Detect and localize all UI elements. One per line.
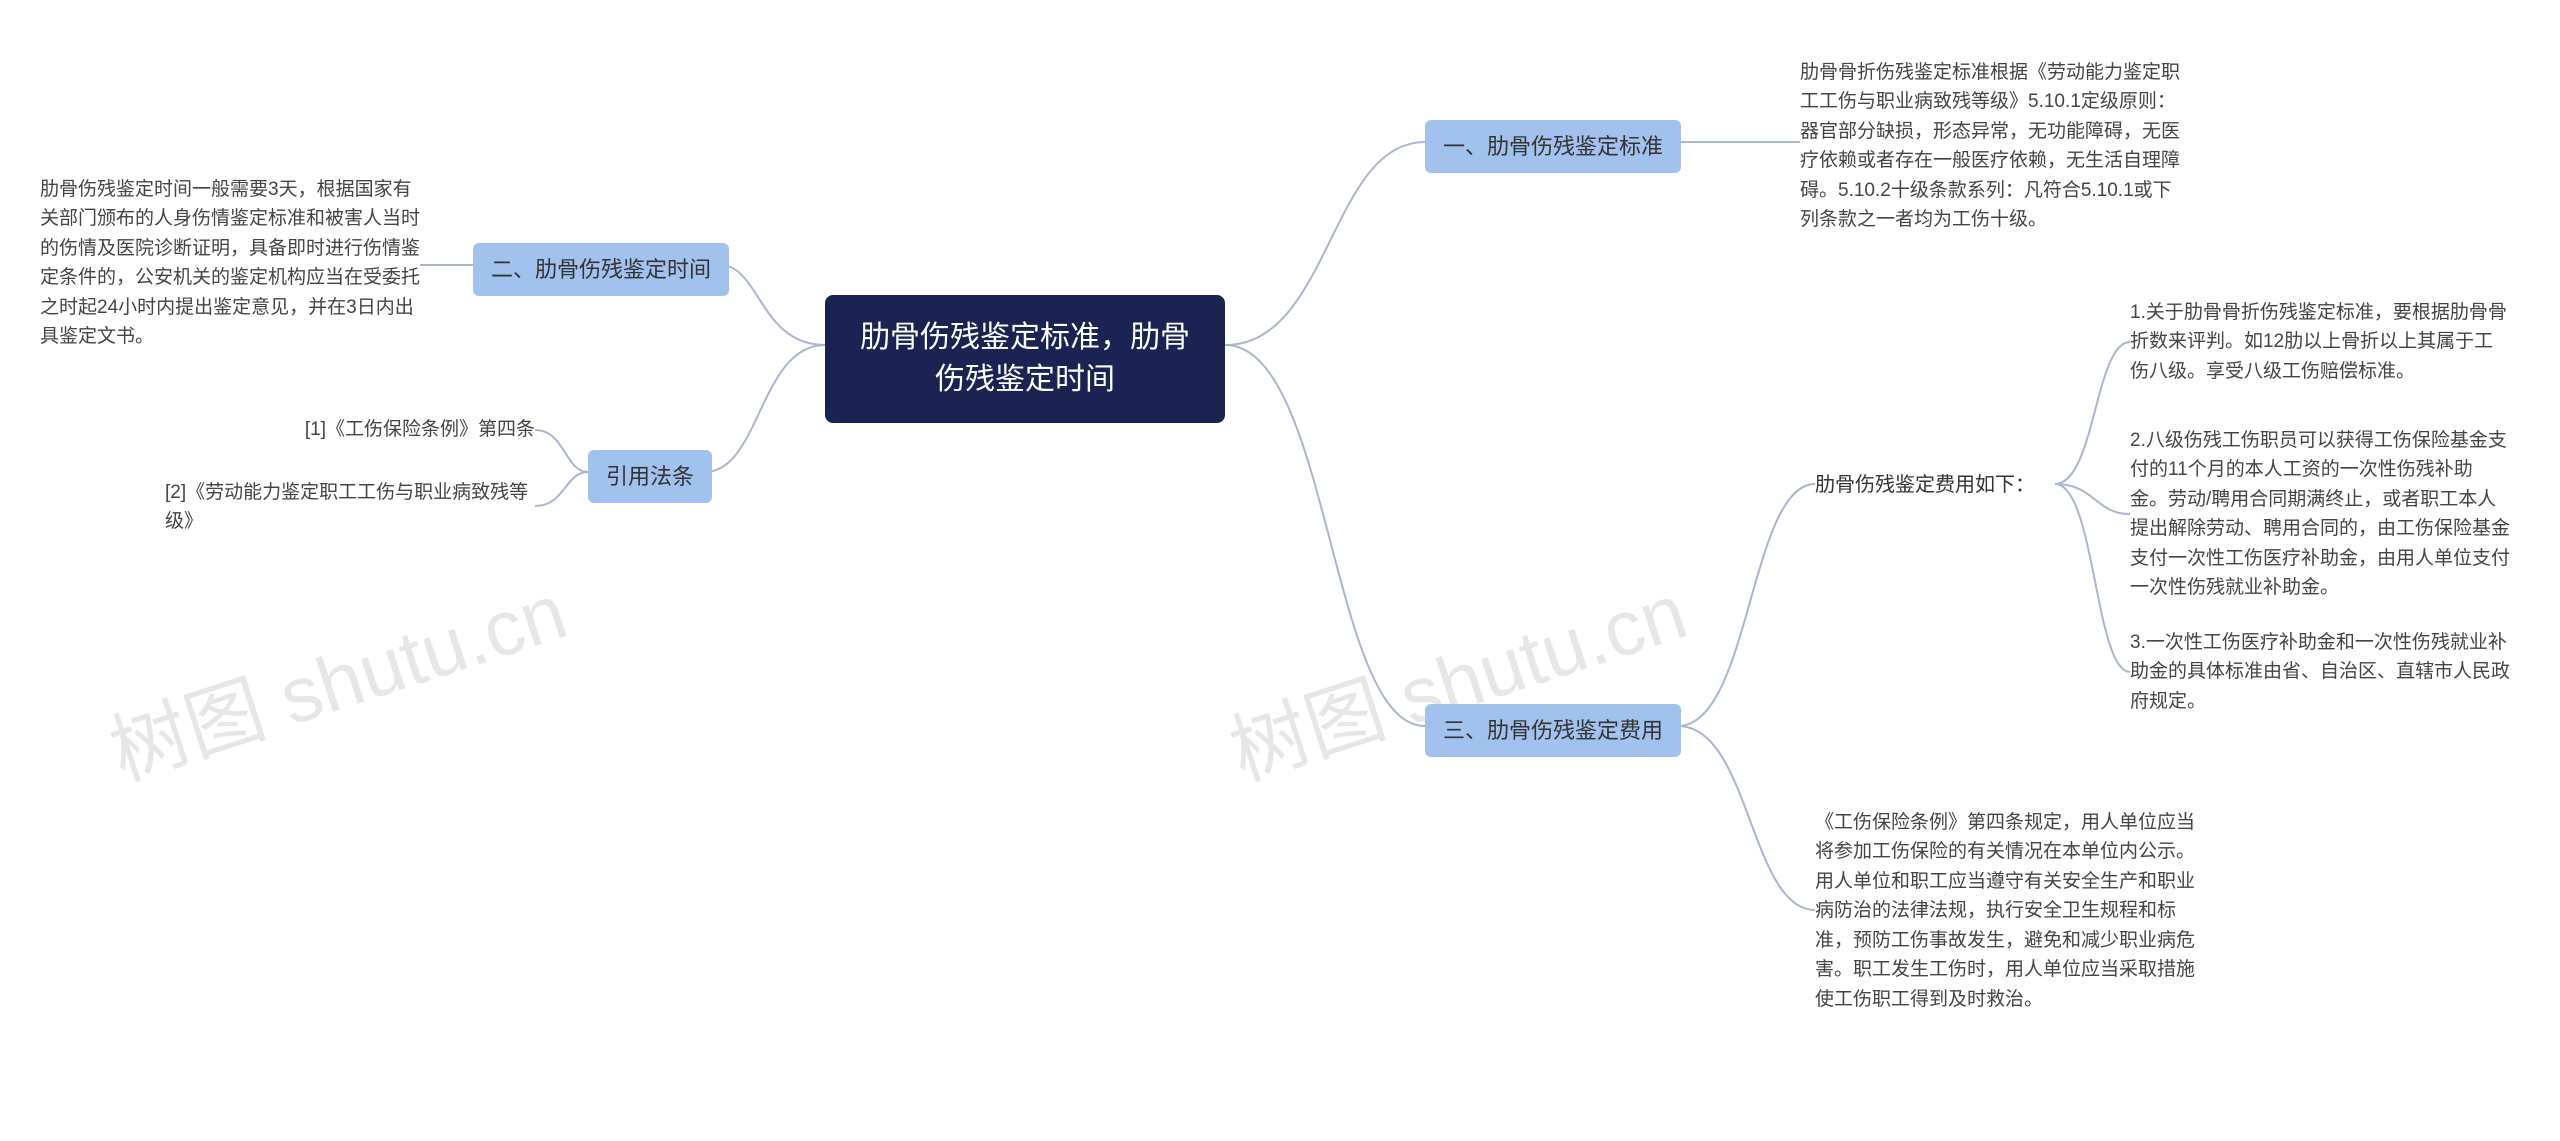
- watermark-1: 树图 shutu.cn: [94, 550, 578, 803]
- leaf-time-1: 肋骨伤残鉴定时间一般需要3天，根据国家有关部门颁布的人身伤情鉴定标准和被害人当时…: [40, 175, 420, 352]
- root-node[interactable]: 肋骨伤残鉴定标准，肋骨伤残鉴定时间: [825, 295, 1225, 423]
- mindmap-canvas: 树图 shutu.cn 树图 shutu.cn: [0, 0, 2560, 1141]
- leaf-cost-2: 2.八级伤残工伤职员可以获得工伤保险基金支付的11个月的本人工资的一次性伤残补助…: [2130, 426, 2510, 603]
- leaf-cost-1: 1.关于肋骨骨折伤残鉴定标准，要根据肋骨骨折数来评判。如12肋以上骨折以上其属于…: [2130, 298, 2510, 386]
- branch-law[interactable]: 引用法条: [588, 450, 712, 503]
- leaf-cost-reg: 《工伤保险条例》第四条规定，用人单位应当将参加工伤保险的有关情况在本单位内公示。…: [1815, 808, 2195, 1014]
- leaf-cost-3: 3.一次性工伤医疗补助金和一次性伤残就业补助金的具体标准由省、自治区、直辖市人民…: [2130, 628, 2510, 716]
- watermark-2: 树图 shutu.cn: [1214, 550, 1698, 803]
- leaf-law-1: [1]《工伤保险条例》第四条: [165, 415, 535, 444]
- branch-cost[interactable]: 三、肋骨伤残鉴定费用: [1425, 704, 1681, 757]
- leaf-standard-1: 肋骨骨折伤残鉴定标准根据《劳动能力鉴定职工工伤与职业病致残等级》5.10.1定级…: [1800, 58, 2180, 235]
- leaf-law-2: [2]《劳动能力鉴定职工工伤与职业病致残等级》: [165, 478, 535, 537]
- branch-time[interactable]: 二、肋骨伤残鉴定时间: [473, 243, 729, 296]
- branch-standard[interactable]: 一、肋骨伤残鉴定标准: [1425, 120, 1681, 173]
- sub-cost-list[interactable]: 肋骨伤残鉴定费用如下：: [1815, 470, 2035, 500]
